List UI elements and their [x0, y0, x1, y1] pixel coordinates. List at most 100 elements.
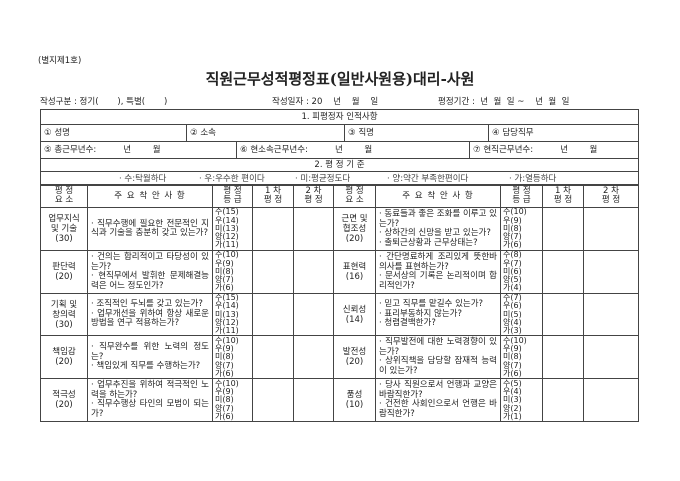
first-evaluation-cell[interactable]: [542, 292, 584, 337]
grade-option: 우(9): [215, 344, 234, 354]
evaluation-points: · 동료들과 좋은 조화를 이루고 있는가? · 상하간의 신망을 받고 있는가…: [375, 207, 501, 251]
second-evaluation-cell[interactable]: [293, 292, 334, 337]
grade-option: 미(8): [503, 223, 522, 233]
grade-option: 양(7): [215, 360, 234, 370]
grade-option: 양(12): [215, 232, 239, 242]
grade-option: 수(8): [503, 250, 522, 260]
form-number: (별지제1호): [38, 56, 82, 66]
grade-option: 수(10): [215, 378, 239, 388]
grade-option: 가(1): [503, 411, 522, 421]
criteria-yang: · 양:약간 부족한편이다: [387, 173, 469, 184]
first-evaluation-cell[interactable]: [252, 207, 294, 251]
current-dept-years-field[interactable]: ⑥ 현소속근무년수: 년 월: [236, 141, 470, 159]
first-evaluation-cell[interactable]: [252, 292, 294, 337]
section1-title: 1. 피평정자 인적사항: [39, 109, 640, 125]
header-points: 주 요 착 안 사 항: [375, 184, 501, 208]
grade-option: 수(5): [503, 378, 522, 388]
header-element: 평 정 요 소: [40, 184, 88, 208]
grade-option: 가(6): [215, 283, 234, 293]
evaluation-element: 업무지식 및 기술 (30): [40, 207, 88, 251]
header-element: 평 정 요 소: [333, 184, 376, 208]
grade-option: 미(5): [503, 309, 522, 319]
table-row: 판단력 (20) · 건의는 합리적이고 타당성이 있는가? · 현직무에서 발휘…: [40, 250, 639, 294]
grade-option: 양(7): [503, 360, 522, 370]
grade-option: 양(7): [215, 275, 234, 285]
grade-option: 미(6): [503, 266, 522, 276]
header-points: 주 요 착 안 사 항: [87, 184, 213, 208]
grade-option: 양(7): [503, 232, 522, 242]
first-evaluation-cell[interactable]: [542, 335, 584, 380]
duty-field[interactable]: ④ 담당직무: [487, 124, 640, 142]
first-evaluation-cell[interactable]: [542, 250, 584, 294]
second-evaluation-cell[interactable]: [293, 250, 334, 294]
total-years-field[interactable]: ⑤ 총근무년수: 년 월: [40, 141, 237, 159]
evaluation-element: 판단력 (20): [40, 250, 88, 294]
evaluation-points: · 조직적인 두뇌를 갖고 있는가? · 업무개선을 위하여 항상 새로운 방법…: [87, 292, 213, 337]
second-evaluation-cell[interactable]: [583, 378, 639, 423]
grade-option: 우(4): [503, 387, 522, 397]
grade-option: 가(3): [503, 326, 522, 336]
first-evaluation-cell[interactable]: [542, 207, 584, 251]
evaluation-points: · 업무추진을 위하여 적극적인 노력을 하는가? · 직무수행상 타인의 모범…: [87, 378, 213, 423]
dept-field[interactable]: ② 소속: [186, 124, 345, 142]
grade-option: 수(15): [215, 293, 239, 302]
second-evaluation-cell[interactable]: [293, 335, 334, 380]
grade-option: 수(10): [215, 250, 239, 260]
writing-date: 작성일자 : 20 년 월 일: [272, 97, 379, 107]
evaluation-element: 신뢰성 (14): [333, 292, 376, 337]
evaluation-points: · 직무수행에 필요한 전문적인 지식과 기술을 충분히 갖고 있는가?: [87, 207, 213, 251]
grade-list: 수(10) 우(9) 미(8) 양(7) 가(6): [500, 335, 543, 380]
grade-list: 수(15) 우(14) 미(13) 양(12) 가(11): [212, 292, 253, 337]
grade-list: 수(10) 우(9) 미(8) 양(7) 가(6): [500, 207, 543, 251]
personal-info-table: 1. 피평정자 인적사항 ① 성명 ② 소속 ③ 직명 ④ 담당직무 ⑤ 총근무년수:…: [39, 109, 640, 186]
grade-option: 수(10): [503, 207, 527, 217]
grade-option: 가(4): [503, 283, 522, 293]
grade-option: 수(10): [503, 335, 527, 345]
grade-option: 가(11): [215, 240, 239, 250]
grade-option: 가(11): [215, 326, 239, 336]
grade-list: 수(7) 우(6) 미(5) 양(4) 가(3): [500, 292, 543, 337]
evaluation-points: · 당사 직원으로서 언행과 교양은 바람직한가? · 건전한 사회인으로서 언…: [375, 378, 501, 423]
position-field[interactable]: ③ 직명: [344, 124, 489, 142]
second-evaluation-cell[interactable]: [583, 335, 639, 380]
current-position-years-field[interactable]: ⑦ 현직근무년수: 년 월: [468, 141, 640, 159]
section2-title: 2. 평 정 기 준: [39, 158, 640, 172]
grade-option: 수(10): [215, 335, 239, 345]
evaluation-element: 적극성 (20): [40, 378, 88, 423]
second-evaluation-cell[interactable]: [583, 250, 639, 294]
second-evaluation-cell[interactable]: [293, 378, 334, 423]
second-evaluation-cell[interactable]: [583, 292, 639, 337]
second-evaluation-cell[interactable]: [583, 207, 639, 251]
grade-option: 가(6): [503, 368, 522, 378]
grade-option: 수(7): [503, 293, 522, 302]
grade-option: 미(8): [215, 266, 234, 276]
grade-option: 미(3): [503, 395, 522, 405]
grade-option: 가(6): [503, 240, 522, 250]
evaluation-element: 표현력 (16): [333, 250, 376, 294]
grade-option: 우(9): [503, 344, 522, 354]
first-evaluation-cell[interactable]: [542, 378, 584, 423]
grade-option: 미(8): [503, 352, 522, 362]
evaluation-period: 평정기간 : 년 월 일 ~ 년 월 일: [438, 97, 570, 107]
evaluation-element: 기획 및 창의력 (30): [40, 292, 88, 337]
grade-option: 미(13): [215, 309, 239, 319]
grade-option: 양(7): [215, 403, 234, 413]
table-row: 업무지식 및 기술 (30) · 직무수행에 필요한 전문적인 지식과 기술을 충…: [40, 207, 639, 251]
grade-option: 가(6): [215, 411, 234, 421]
grade-option: 양(2): [503, 403, 522, 413]
grade-list: 수(8) 우(7) 미(6) 양(5) 가(4): [500, 250, 543, 294]
first-evaluation-cell[interactable]: [252, 250, 294, 294]
grade-option: 양(5): [503, 275, 522, 285]
evaluation-points: · 건의는 합리적이고 타당성이 있는가? · 현직무에서 발휘한 문제해결능력…: [87, 250, 213, 294]
name-field[interactable]: ① 성명: [40, 124, 187, 142]
grade-option: 우(9): [503, 215, 522, 225]
grade-list: 수(10) 우(9) 미(8) 양(7) 가(6): [212, 335, 253, 380]
grade-option: 가(6): [215, 368, 234, 378]
second-evaluation-cell[interactable]: [293, 207, 334, 251]
header-grade: 평 정 등 급: [500, 184, 543, 208]
first-evaluation-cell[interactable]: [252, 378, 294, 423]
evaluation-points: · 직무완수를 위한 노력의 정도는? · 책임있게 직무를 수행하는가?: [87, 335, 213, 380]
first-evaluation-cell[interactable]: [252, 335, 294, 380]
criteria-ga: · 가:열등하다: [509, 173, 557, 184]
page-title: 직원근무성적평정표(일반사원용)대리-사원: [205, 70, 475, 88]
